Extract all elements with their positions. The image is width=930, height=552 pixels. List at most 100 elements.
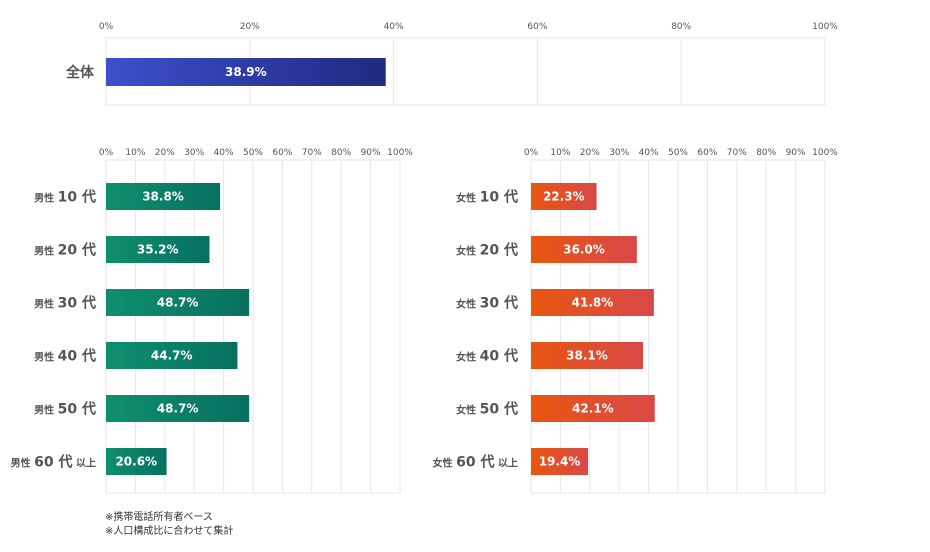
bar-value-label: 48.7% — [157, 296, 199, 310]
category-gender: 男性 — [34, 351, 57, 364]
category-gender: 男性 — [34, 192, 57, 205]
footnote-population-weighting: ※人口構成比に合わせて集計 — [105, 526, 234, 537]
bar-value-label: 22.3% — [543, 190, 585, 204]
category-label: 男性 50 代 — [34, 401, 96, 418]
x-tick-label: 40% — [214, 148, 234, 158]
x-tick-label: 10% — [125, 148, 145, 158]
category-age: 30 代 — [480, 295, 518, 312]
bar — [106, 58, 386, 86]
bar — [531, 342, 644, 369]
x-tick-label: 20% — [155, 148, 175, 158]
category-gender: 女性 — [456, 298, 479, 311]
category-label: 男性 60 代 以上 — [11, 454, 96, 471]
category-age: 30 代 — [58, 295, 96, 312]
category-gender: 男性 — [11, 457, 34, 470]
x-tick-label: 80% — [331, 148, 351, 158]
category-age: 40 代 — [58, 348, 96, 365]
bar — [531, 289, 654, 316]
x-tick-label: 60% — [527, 22, 547, 32]
bar-value-label: 38.8% — [142, 190, 184, 204]
x-tick-label: 20% — [580, 148, 600, 158]
x-tick-label: 20% — [240, 22, 260, 32]
x-tick-label: 50% — [668, 148, 688, 158]
x-tick-label: 0% — [524, 148, 539, 158]
category-label: 男性 40 代 — [34, 348, 96, 365]
female-chart: 0% 10% 20% 30% 40% 50% 60% 70% 80% 90% 100% 22.3% 女性… — [433, 148, 838, 494]
category-gender: 女性 — [456, 245, 479, 258]
male-chart: 0% 10% 20% 30% 40% 50% 60% 70% 80% 90% 100% 38.8% 男性… — [11, 148, 413, 494]
bar-value-label: 41.8% — [572, 296, 614, 310]
category-label: 男性 20 代 — [34, 242, 96, 259]
x-tick-label: 90% — [361, 148, 381, 158]
bar-value-label: 38.1% — [566, 349, 608, 363]
bar — [531, 395, 655, 422]
category-age: 50 代 — [58, 401, 96, 418]
bar — [106, 342, 238, 369]
x-tick-label: 60% — [697, 148, 717, 158]
category-age: 10 代 — [480, 189, 518, 206]
category-gender: 女性 — [456, 351, 479, 364]
x-tick-label: 100% — [812, 148, 838, 158]
x-tick-label: 10% — [550, 148, 570, 158]
x-tick-label: 0% — [99, 22, 114, 32]
category-age: 40 代 — [480, 348, 518, 365]
category-age: 20 代 — [480, 242, 518, 259]
category-gender: 女性 — [456, 192, 479, 205]
bar — [106, 395, 250, 422]
x-tick-label: 70% — [727, 148, 747, 158]
category-label: 女性 60 代 以上 — [433, 454, 518, 471]
category-label: 男性 10 代 — [34, 189, 96, 206]
overall-chart: 0% 20% 40% 60% 80% 100% 38.9% 全体 — [65, 22, 838, 106]
bar — [531, 183, 597, 210]
x-tick-label: 80% — [756, 148, 776, 158]
category-label: 女性 30 代 — [456, 295, 518, 312]
bar — [106, 236, 210, 263]
x-tick-label: 40% — [384, 22, 404, 32]
category-age-extra: 以上 — [73, 457, 96, 470]
category-age: 60 代 — [34, 454, 72, 471]
bar — [106, 183, 221, 210]
x-tick-label: 70% — [302, 148, 322, 158]
footnotes: ※携帯電話所有者ベース ※人口構成比に合わせて集計 — [105, 511, 233, 539]
bar-value-label: 48.7% — [157, 402, 199, 416]
bar — [531, 448, 589, 475]
category-gender: 男性 — [34, 298, 57, 311]
bar-value-label: 38.9% — [225, 65, 267, 79]
bar — [106, 289, 250, 316]
category-gender: 男性 — [34, 404, 57, 417]
bar-value-label: 35.2% — [137, 243, 179, 257]
bar-value-label: 42.1% — [572, 402, 614, 416]
category-gender: 女性 — [456, 404, 479, 417]
bar-value-label: 20.6% — [115, 455, 157, 469]
x-tick-label: 90% — [786, 148, 806, 158]
x-tick-label: 30% — [609, 148, 629, 158]
x-tick-label: 60% — [272, 148, 292, 158]
category-age: 20 代 — [58, 242, 96, 259]
x-tick-label: 100% — [387, 148, 413, 158]
category-gender: 女性 — [433, 457, 456, 470]
category-age-extra: 以上 — [495, 457, 518, 470]
category-label: 女性 40 代 — [456, 348, 518, 365]
bar — [531, 236, 637, 263]
x-tick-label: 100% — [812, 22, 838, 32]
category-label: 男性 30 代 — [34, 295, 96, 312]
category-label: 女性 50 代 — [456, 401, 518, 418]
bar — [106, 448, 167, 475]
category-label: 女性 20 代 — [456, 242, 518, 259]
x-tick-label: 30% — [184, 148, 204, 158]
x-tick-label: 0% — [99, 148, 114, 158]
category-gender: 男性 — [34, 245, 57, 258]
bar-value-label: 19.4% — [539, 455, 581, 469]
bar-value-label: 44.7% — [151, 349, 193, 363]
category-label: 女性 10 代 — [456, 189, 518, 206]
x-tick-label: 40% — [639, 148, 659, 158]
x-tick-label: 80% — [671, 22, 691, 32]
category-age: 50 代 — [480, 401, 518, 418]
category-age: 10 代 — [58, 189, 96, 206]
bar-value-label: 36.0% — [563, 243, 605, 257]
footnote-owner-base: ※携帯電話所有者ベース — [105, 512, 213, 523]
category-age: 60 代 — [456, 454, 494, 471]
x-tick-label: 50% — [243, 148, 263, 158]
category-label: 全体 — [65, 64, 95, 81]
